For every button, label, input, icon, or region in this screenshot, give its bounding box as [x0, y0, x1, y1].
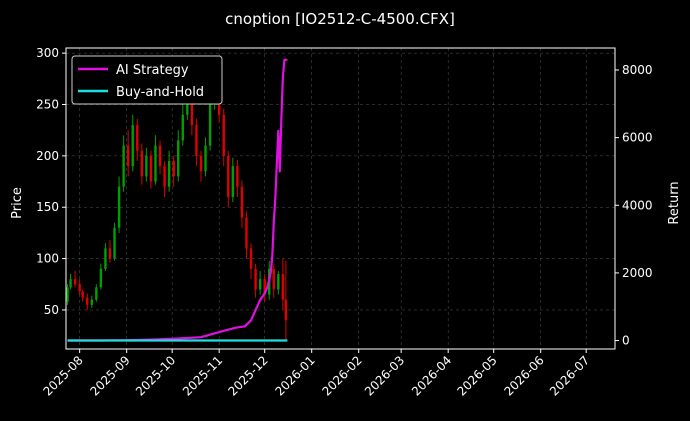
candle-body — [104, 248, 107, 269]
candle-body — [190, 94, 194, 126]
candle-body — [149, 155, 153, 182]
candle-body — [126, 145, 130, 167]
candle-body — [254, 268, 257, 290]
candle-body — [263, 279, 266, 295]
candle-body — [167, 161, 171, 187]
candle-body — [195, 125, 198, 156]
legend-label-ai-strategy: AI Strategy — [116, 63, 189, 78]
y-left-tick-label: 200 — [36, 149, 59, 163]
candle-body — [117, 186, 121, 228]
y-axis-label-right: Return — [667, 181, 682, 224]
series-lines — [67, 58, 288, 342]
legend-label-buy-and-hold: Buy-and-Hold — [116, 85, 204, 100]
candle-body — [236, 166, 239, 187]
candle-body — [113, 227, 116, 259]
y-right-tick-label: 0 — [622, 334, 630, 348]
candle-body — [249, 248, 253, 269]
candle-body — [227, 155, 230, 197]
candle-body — [163, 166, 166, 187]
candle-body — [177, 140, 180, 177]
plot-frame — [65, 47, 616, 350]
candle-body — [277, 274, 280, 290]
candle-body — [108, 248, 112, 259]
candle-body — [154, 145, 157, 182]
y-right-tick-label: 2000 — [622, 266, 653, 280]
legend: AI Strategy Buy-and-Hold — [71, 55, 223, 105]
candle-body — [78, 284, 81, 292]
y-right-tick-label: 8000 — [622, 63, 653, 77]
candle-body — [222, 114, 225, 156]
candle-body — [136, 125, 139, 151]
candle-body — [258, 279, 262, 290]
candle-body — [81, 291, 84, 298]
y-left-tick-label: 100 — [36, 252, 59, 266]
y-left-tick-label: 300 — [36, 46, 59, 60]
candle-body — [208, 104, 212, 146]
candle-body — [140, 150, 144, 177]
y-left-tick-label: 250 — [36, 98, 59, 112]
candle-body — [73, 279, 77, 285]
candle-body — [272, 268, 275, 290]
y-axis-label-left: Price — [10, 187, 25, 219]
candle-body — [186, 94, 189, 115]
candle-body — [281, 274, 285, 300]
y-left-tick-label: 150 — [36, 200, 59, 214]
candle-body — [199, 155, 203, 172]
candle-body — [172, 161, 175, 177]
candle-body — [158, 145, 162, 167]
legend-box — [71, 55, 223, 105]
candle-body — [181, 114, 184, 141]
candle-body — [66, 287, 69, 302]
candle-body — [240, 186, 244, 218]
candle-body — [122, 145, 125, 187]
y-right-tick-label: 6000 — [622, 131, 653, 145]
candle-body — [204, 145, 207, 172]
chart-title: cnoption [IO2512-C-4500.CFX] — [225, 10, 455, 28]
candle-body — [95, 287, 98, 300]
candle-body — [99, 268, 103, 288]
y-right-tick-label: 4000 — [622, 198, 653, 212]
candle-body — [90, 299, 93, 305]
candle-body — [245, 217, 248, 249]
candle-body — [231, 166, 235, 197]
candle-body — [86, 297, 89, 305]
series-line-ai-strategy — [67, 58, 288, 342]
y-left-tick-label: 50 — [44, 303, 59, 317]
y-axis-right: 0 2000 4000 6000 8000 — [615, 63, 653, 348]
candle-body — [69, 279, 72, 288]
candle-body — [145, 155, 148, 177]
y-axis-left: 50 100 150 200 250 300 — [36, 46, 66, 317]
candle-body — [131, 125, 134, 167]
candle-body — [284, 299, 288, 321]
